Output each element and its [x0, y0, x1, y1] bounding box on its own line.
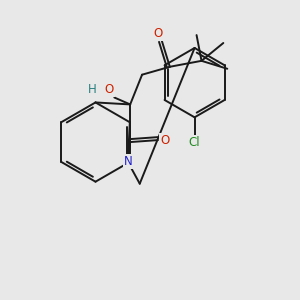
Text: O: O: [160, 134, 170, 147]
Text: H: H: [88, 83, 97, 96]
Text: O: O: [153, 27, 163, 40]
Text: N: N: [124, 155, 132, 168]
Text: Cl: Cl: [189, 136, 200, 148]
Text: O: O: [104, 83, 114, 96]
